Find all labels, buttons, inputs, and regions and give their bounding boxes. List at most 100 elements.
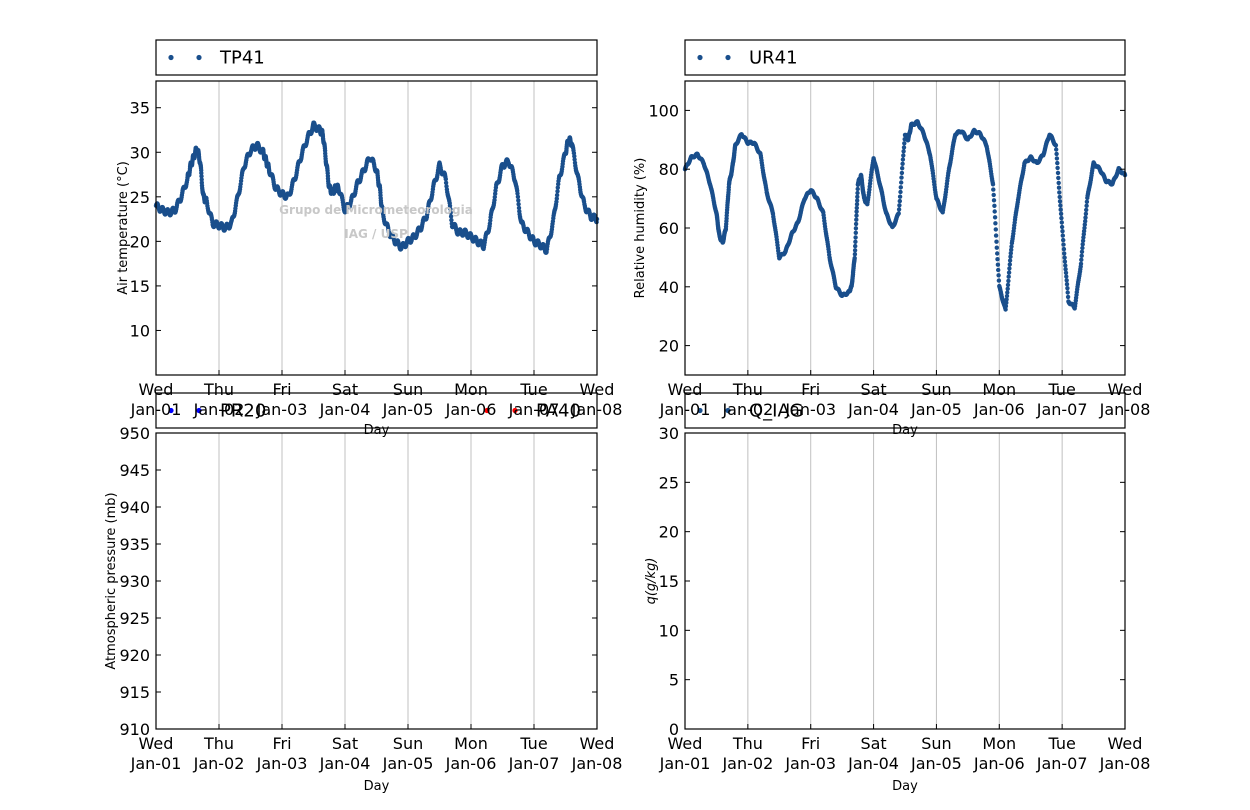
data-point (1004, 293, 1010, 299)
data-point (1053, 143, 1059, 148)
data-point (896, 211, 901, 216)
data-point (554, 199, 559, 204)
ytick-label: 10 (659, 621, 679, 640)
ytick-label: 20 (659, 337, 679, 356)
xtick-label-day: Sat (860, 734, 886, 753)
xtick-label-day: Thu (732, 380, 763, 399)
data-point (992, 203, 997, 208)
x-axis-label: Day (892, 423, 918, 438)
data-point (1009, 244, 1014, 249)
legend-box (155, 392, 598, 429)
xtick-label-day: Sat (860, 380, 886, 399)
data-point (1005, 282, 1011, 288)
legend-marker (168, 407, 174, 414)
ytick-label: 940 (119, 498, 150, 517)
data-point (1054, 156, 1060, 161)
data-point (853, 235, 858, 240)
data-point (994, 239, 999, 244)
ytick-label: 5 (669, 671, 679, 690)
series-points (682, 119, 1128, 312)
xtick-label-day: Sun (921, 734, 951, 753)
data-point (899, 175, 904, 180)
data-point (1084, 207, 1089, 213)
legend-marker (725, 54, 731, 61)
data-point (1083, 215, 1088, 220)
xtick-label-date: Jan-01 (659, 754, 711, 773)
data-point (854, 209, 859, 214)
ytick-label: 0 (669, 720, 679, 739)
data-point (1005, 290, 1010, 295)
ytick-label: 20 (130, 232, 150, 251)
data-point (1064, 274, 1069, 279)
data-point (902, 141, 907, 146)
data-point (1007, 262, 1012, 267)
data-point (1005, 286, 1010, 291)
data-point (996, 278, 1002, 283)
data-point (901, 153, 906, 158)
xtick-label-day: Mon (982, 734, 1016, 753)
data-point (896, 207, 902, 212)
data-point (449, 217, 454, 223)
data-point (1062, 259, 1068, 264)
xtick-label-day: Wed (668, 734, 703, 753)
legend-marker (725, 407, 731, 414)
data-point (516, 198, 521, 203)
watermark-line2: IAG / USP (344, 227, 408, 241)
xtick-label-date: Jan-04 (319, 400, 371, 419)
ytick-label: 915 (119, 683, 150, 702)
ytick-label: 15 (659, 572, 679, 591)
data-point (994, 245, 999, 250)
ytick-label: 100 (648, 101, 679, 120)
data-point (1065, 294, 1071, 300)
ytick-label: 30 (130, 143, 150, 162)
ytick-label: 25 (130, 188, 150, 207)
legend-marker (512, 407, 518, 414)
xtick-label-day: Wed (139, 380, 174, 399)
data-point (443, 176, 448, 182)
xtick-label-day: Sat (332, 734, 358, 753)
data-point (1054, 151, 1059, 157)
legend-box (684, 392, 1126, 429)
data-point (854, 202, 860, 207)
xtick-label-date: Jan-02 (193, 754, 245, 773)
ytick-label: 950 (119, 424, 150, 443)
data-point (1057, 190, 1062, 195)
legend-box (684, 39, 1126, 76)
xtick-label-day: Fri (272, 380, 291, 399)
data-point (487, 221, 493, 226)
data-point (855, 198, 860, 203)
data-point (855, 190, 860, 196)
xtick-label-date: Jan-04 (847, 400, 899, 419)
data-point (1060, 229, 1065, 234)
ytick-label: 920 (119, 646, 150, 665)
data-point (1061, 237, 1066, 243)
data-point (1058, 207, 1063, 212)
data-point (854, 213, 859, 218)
data-point (1059, 215, 1064, 221)
ytick-label: 60 (659, 219, 679, 238)
ytick-label: 25 (659, 473, 679, 492)
data-point (1060, 233, 1066, 238)
data-point (900, 157, 906, 162)
xtick-label-date: Jan-05 (910, 754, 962, 773)
legend-label: TP41 (219, 48, 265, 69)
xtick-label-day: Tue (519, 734, 547, 753)
xtick-label-date: Jan-03 (784, 754, 836, 773)
data-point (996, 273, 1001, 278)
xtick-label-day: Sat (332, 380, 358, 399)
data-point (1065, 286, 1070, 291)
data-point (1006, 274, 1011, 279)
x-axis-label: Day (364, 779, 390, 794)
ytick-label: 945 (119, 461, 150, 480)
data-point (1064, 282, 1070, 287)
data-point (1079, 253, 1084, 258)
data-point (1083, 211, 1089, 216)
xtick-label-day: Thu (732, 734, 763, 753)
legend-marker (697, 54, 703, 61)
data-point (897, 203, 902, 208)
data-point (1007, 266, 1012, 271)
ytick-label: 930 (119, 572, 150, 591)
plot-frame (684, 432, 1126, 730)
data-point (991, 187, 996, 192)
data-point (447, 203, 453, 208)
